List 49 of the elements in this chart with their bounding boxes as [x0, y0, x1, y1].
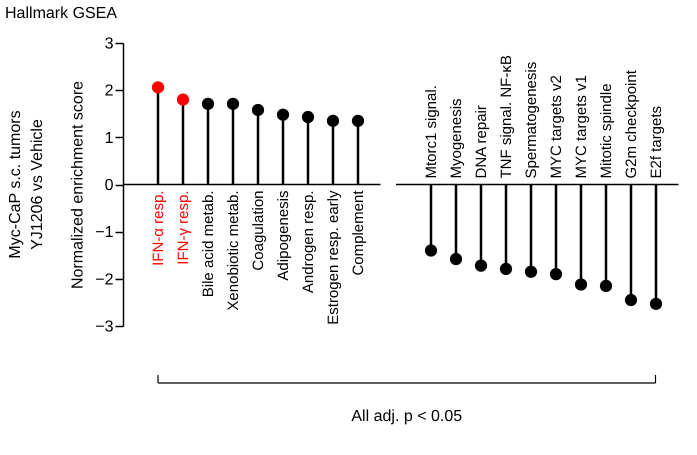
x-tick-label: MYC targets v2: [548, 75, 565, 178]
y-tick-label: −1: [95, 224, 114, 242]
x-tick-label: Adipogenesis: [275, 190, 292, 281]
x-tick-label: DNA repair: [473, 105, 490, 178]
text: All adj. p < 0.05: [351, 408, 462, 425]
text: Myc-CaP s.c. tumors YJ1206 vs Vehicle: [7, 110, 46, 259]
point: [252, 104, 264, 116]
y-tick-label: 1: [104, 130, 114, 147]
point: [450, 252, 462, 266]
point: [600, 280, 612, 292]
point: [302, 110, 314, 124]
point: [650, 298, 662, 310]
x-tick-label: IFN-γ resp.: [175, 190, 192, 265]
x-tick-label: Bile acid metab.: [200, 190, 217, 298]
point: [202, 98, 214, 110]
y-tick-label: −2: [95, 271, 114, 288]
point: [226, 98, 240, 110]
x-tick-label: Xenobiotic metab.: [225, 190, 242, 311]
y-tick-label: 3: [104, 36, 114, 52]
point: [176, 93, 190, 106]
x-tick-label: Mitotic spindle: [598, 83, 615, 178]
x-tick-label: Estrogen resp. early: [325, 190, 342, 325]
x-tick-label: Myogenesis: [448, 98, 465, 178]
chart-title: Hallmark GSEA: [5, 5, 118, 22]
point: [474, 260, 488, 272]
point: [326, 114, 340, 127]
x-tick-label: Coagulation: [250, 190, 267, 271]
point: [276, 108, 290, 121]
point: [550, 268, 562, 280]
point: [424, 244, 438, 257]
point: [574, 278, 588, 291]
x-tick-label: Spermatogenesis: [523, 62, 540, 178]
point: [624, 294, 638, 306]
x-tick-label: G2m checkpoint: [623, 69, 640, 178]
y-tick-label: 0: [104, 177, 114, 194]
point: [500, 262, 512, 276]
x-tick-label: MYC targets v1: [573, 75, 590, 178]
x-tick-label: E2f targets: [648, 106, 665, 178]
y-axis-title: Normalized enrichment score: [69, 80, 86, 290]
point: [352, 114, 364, 127]
x-tick-label: TNF signal. NF-κB: [498, 55, 515, 178]
x-tick-label: Complement: [350, 190, 367, 276]
y-tick-label: 2: [104, 82, 114, 100]
x-tick-label: IFN-α resp.: [150, 190, 167, 266]
x-tick-label: Androgen resp.: [300, 190, 317, 294]
x-tick-label: Mtorc1 signal.: [423, 85, 440, 178]
point: [152, 81, 164, 94]
y-tick-label: −3: [95, 318, 114, 336]
point: [524, 266, 538, 278]
